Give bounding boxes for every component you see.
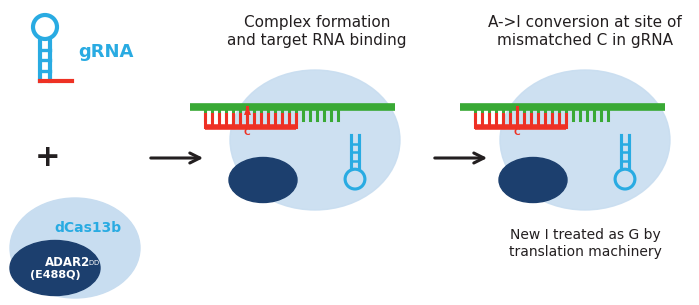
Text: Complex formation: Complex formation <box>244 15 390 30</box>
Text: A->I conversion at site of: A->I conversion at site of <box>488 15 682 30</box>
Ellipse shape <box>229 157 297 203</box>
Text: mismatched C in gRNA: mismatched C in gRNA <box>497 33 673 48</box>
Text: (E488Q): (E488Q) <box>29 270 80 280</box>
Text: A: A <box>243 108 250 117</box>
Ellipse shape <box>10 241 100 296</box>
Ellipse shape <box>499 157 567 203</box>
Text: dCas13b: dCas13b <box>55 221 122 235</box>
Ellipse shape <box>500 70 670 210</box>
Text: +: + <box>35 143 61 173</box>
Text: $_\mathrm{DD}$: $_\mathrm{DD}$ <box>88 258 100 268</box>
Text: C: C <box>514 128 520 137</box>
Text: I: I <box>515 108 519 117</box>
Ellipse shape <box>230 70 400 210</box>
Ellipse shape <box>10 198 140 298</box>
Text: and target RNA binding: and target RNA binding <box>227 33 407 48</box>
Text: New I treated as G by: New I treated as G by <box>510 228 661 242</box>
Text: ADAR2: ADAR2 <box>45 256 90 268</box>
Text: gRNA: gRNA <box>78 43 134 61</box>
Text: C: C <box>244 128 250 137</box>
Text: translation machinery: translation machinery <box>509 245 661 259</box>
